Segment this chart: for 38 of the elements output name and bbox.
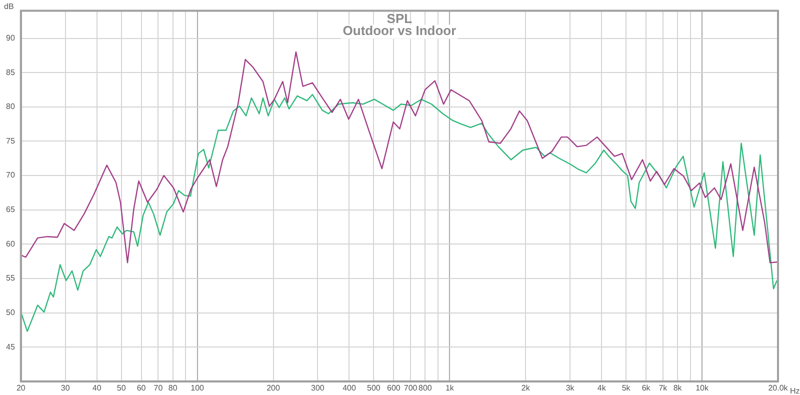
x-tick-label: 2k [521, 383, 531, 392]
y-axis-title: dB [4, 2, 14, 12]
x-tick-label: 5k [622, 383, 632, 392]
y-tick-label: 85 [6, 68, 16, 77]
y-tick-label: 75 [6, 136, 16, 146]
text: Outdoor vs Indoor [342, 22, 456, 38]
x-tick-label: 800 [418, 383, 432, 392]
x-tick-label: 500 [367, 383, 381, 392]
y-tick-label: 45 [6, 342, 16, 352]
x-tick-label: 3k [566, 383, 576, 392]
x-tick-label: 40 [92, 383, 102, 392]
y-tick-label: 50 [6, 308, 16, 317]
x-tick-label: 60 [136, 383, 146, 392]
x-tick-label: 300 [311, 383, 325, 392]
x-tick-label: 700 [404, 383, 418, 392]
x-tick-label: 8k [673, 383, 683, 392]
x-tick-label: 4k [597, 383, 607, 392]
x-tick-label: 10k [696, 383, 710, 392]
x-tick-label: 30 [60, 383, 70, 392]
x-tick-label: 600 [386, 383, 401, 392]
x-tick-label: 100 [190, 383, 205, 392]
y-tick-label: 60 [6, 239, 16, 248]
y-tick-label: 80 [6, 102, 16, 112]
x-axis-title: Hz [790, 386, 800, 395]
y-tick-label: 65 [6, 205, 16, 214]
x-tick-label: 200 [266, 383, 280, 392]
x-tick-label: 70 [154, 383, 164, 392]
x-tick-label: 50 [116, 383, 126, 392]
x-tick-label: 400 [342, 383, 356, 392]
x-tick-label: 20.0k [768, 383, 789, 392]
y-tick-label: 70 [6, 170, 16, 180]
y-tick-label: 90 [6, 33, 16, 42]
x-tick-label: 20 [16, 383, 26, 392]
x-tick-label: 80 [168, 383, 178, 392]
x-tick-label: 6k [642, 383, 652, 392]
x-tick-label: 7k [658, 383, 668, 392]
x-tick-label: 1k [445, 383, 455, 392]
y-tick-label: 55 [6, 274, 16, 283]
